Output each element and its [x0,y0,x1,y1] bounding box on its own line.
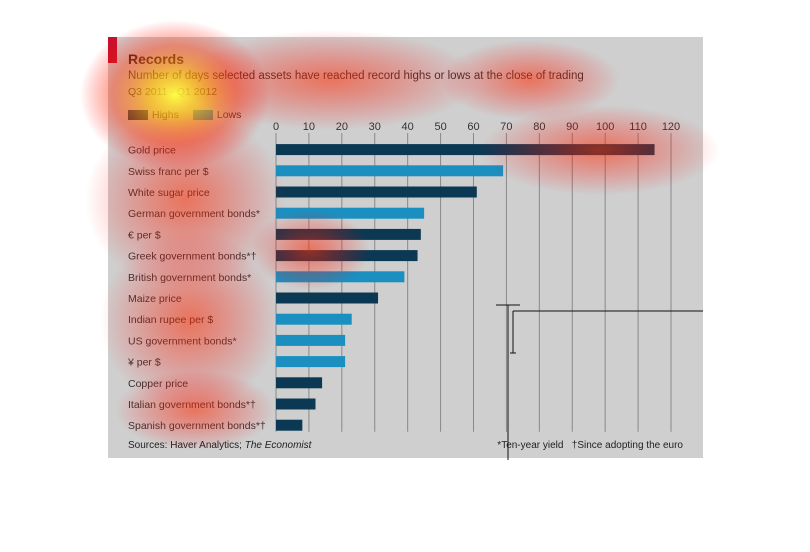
bar [276,144,655,156]
bar [276,356,346,368]
x-tick-label: 110 [629,121,647,133]
category-label: US government bonds* [128,335,237,347]
category-label: German government bonds* [128,208,260,220]
x-tick-label: 80 [533,121,545,133]
bar [276,377,323,389]
bar [276,165,504,177]
category-label: British government bonds* [128,272,251,284]
bar [276,334,346,346]
x-tick-label: 0 [273,121,279,133]
footnote-ten-year: *Ten-year yield [497,440,564,451]
bar-chart: 0 10 20 30 40 50 60 70 80 90 100 110 120 Gold price Sw… [127,121,680,432]
legend-lows-label: Lows [216,109,242,121]
bar [276,271,405,283]
bar [276,419,303,431]
legend: Highs Lows [128,109,241,121]
legend-lows-swatch [192,110,213,120]
legend-highs: Highs [128,109,179,121]
category-label: Copper price [128,378,188,390]
category-label: ¥ per $ [127,357,161,369]
category-label: Italian government bonds*† [128,399,256,411]
chart-panel: 0 10 20 30 40 50 60 70 80 90 100 110 120 Gold price Sw… [108,37,703,458]
bar [276,292,379,304]
footnote-euro: †Since adopting the euro [571,440,683,451]
legend-highs-swatch [128,110,148,120]
sources-text: Sources: Haver Analytics; [128,440,245,451]
sources: Sources: Haver Analytics; The Economist [128,440,311,451]
chart-period: Q3 2011 - Q1 2012 [128,86,218,98]
x-tick-label: 10 [303,121,315,133]
bar [276,313,352,325]
bar [276,398,316,410]
x-tick-label: 100 [596,121,614,133]
x-tick-label: 70 [500,121,512,133]
x-tick-label: 30 [369,121,381,133]
x-tick-label: 120 [662,121,680,133]
bar [276,186,477,198]
bar [276,207,425,219]
footnotes: *Ten-year yield †Since adopting the euro [497,440,683,451]
category-label: White sugar price [128,187,210,199]
x-tick-label: 60 [467,121,479,133]
legend-lows: Lows [192,109,242,121]
x-tick-label: 40 [402,121,414,133]
category-label: Greek government bonds*† [128,251,257,263]
sources-publication: The Economist [244,440,312,451]
category-label: Spanish government bonds*† [128,420,266,432]
chart-subtitle: Number of days selected assets have reac… [128,70,584,82]
category-label: Maize price [128,293,182,305]
x-tick-label: 50 [434,121,446,133]
x-tick-label: 90 [566,121,578,133]
category-label: Swiss franc per $ [128,166,209,178]
category-label: Gold price [128,145,176,157]
category-label: Indian rupee per $ [128,314,213,326]
bar [276,228,421,240]
x-tick-label: 20 [336,121,348,133]
bar [276,250,418,262]
chart-title: Records [128,51,185,67]
legend-highs-label: Highs [152,109,179,121]
category-label: € per $ [128,229,161,241]
